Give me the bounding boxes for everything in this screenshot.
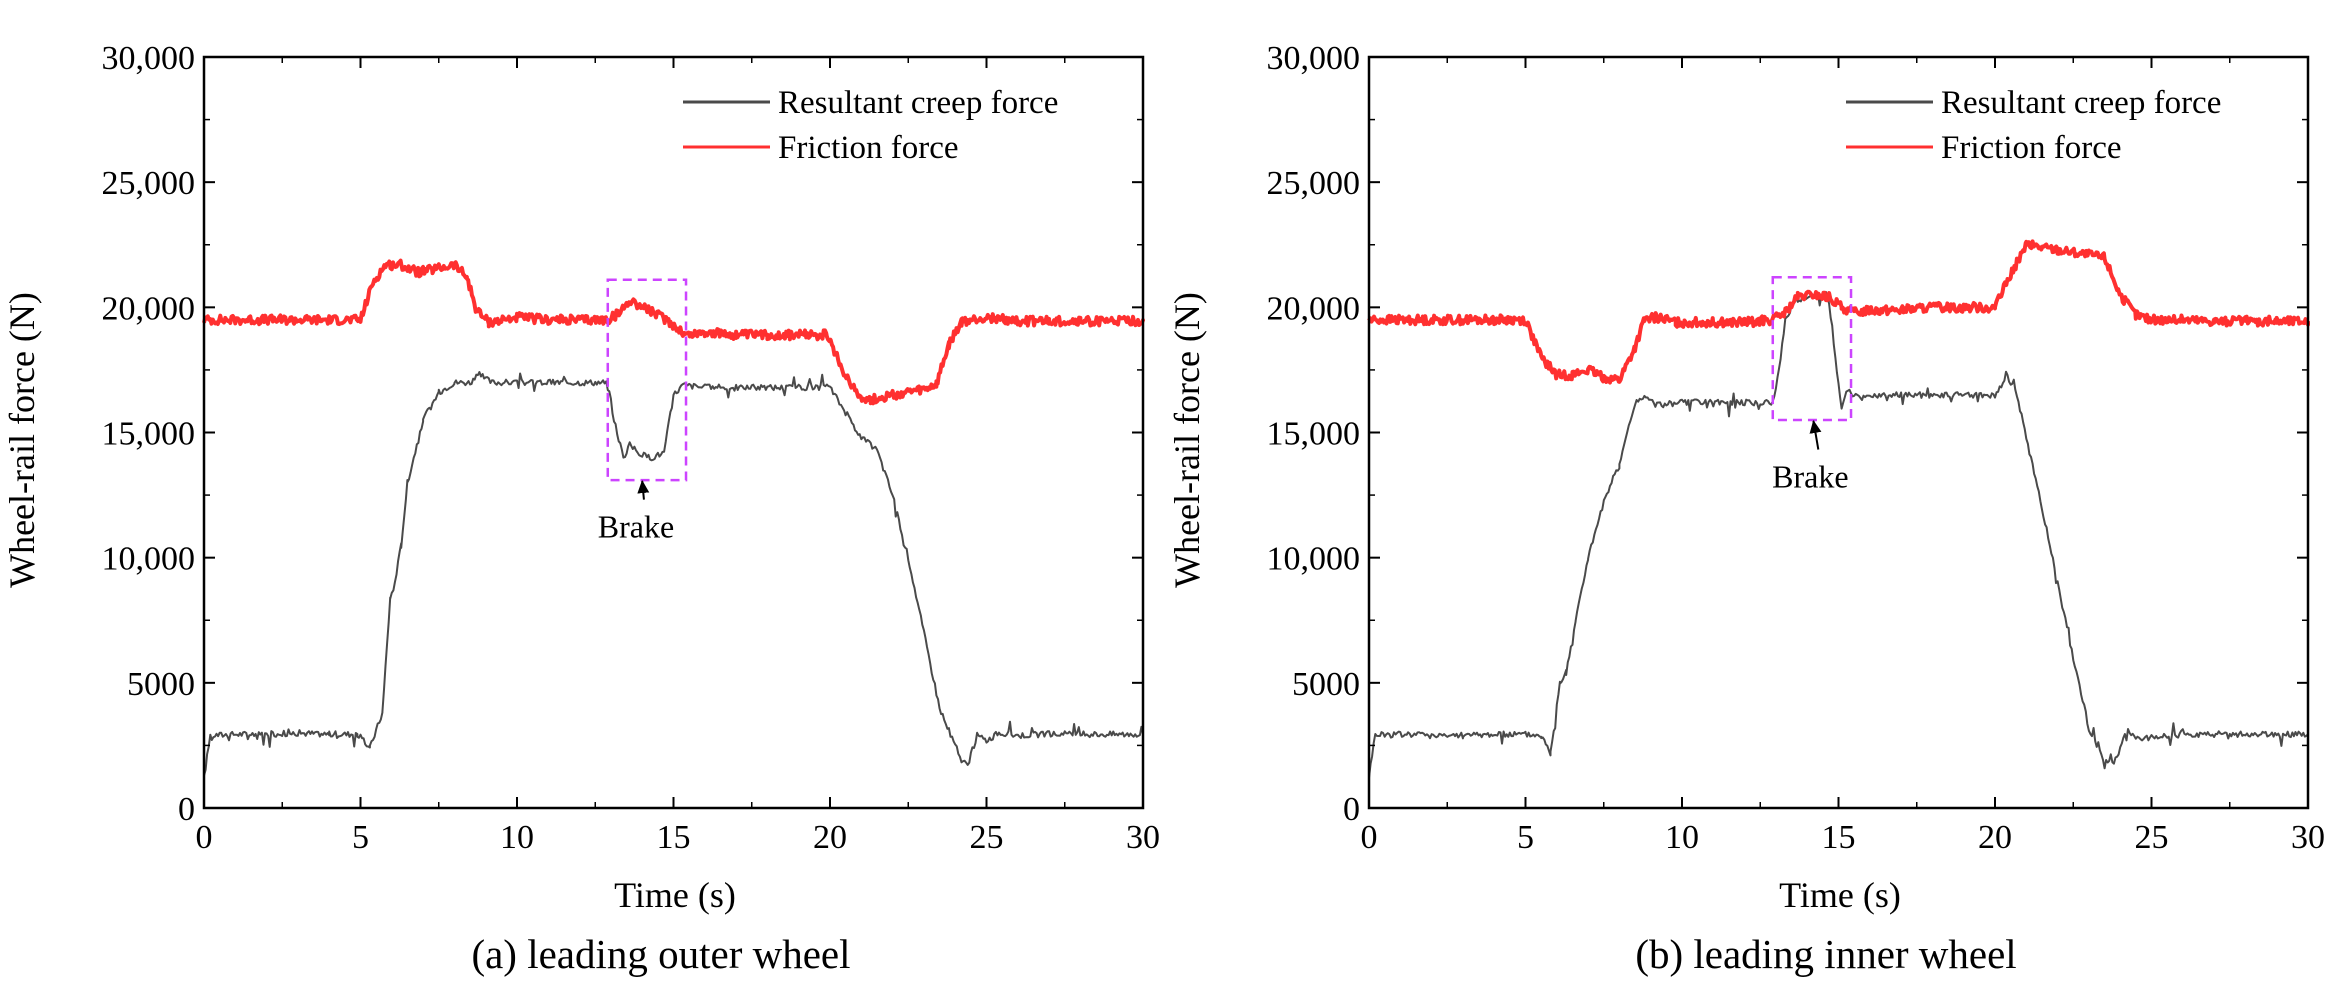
series-group <box>202 258 1145 776</box>
chart-panel-a: Wheel-rail force (N) Time (s) (a) leadin… <box>2 40 1160 977</box>
y-tick-label: 10,000 <box>1267 541 1361 578</box>
legend-label-friction: Friction force <box>1941 130 2122 166</box>
caption: (a) leading outer wheel <box>471 931 850 977</box>
caption: (b) leading inner wheel <box>1635 931 2016 977</box>
friction-force-line <box>202 258 1145 406</box>
series-group <box>1367 239 2310 778</box>
y-tick-label: 15,000 <box>1267 416 1361 453</box>
x-tick-label: 20 <box>1978 819 2012 856</box>
y-tick-label: 15,000 <box>102 416 196 453</box>
y-tick-label: 0 <box>1343 791 1360 828</box>
y-tick-label: 5000 <box>1292 666 1360 703</box>
legend-label-creep: Resultant creep force <box>778 85 1058 121</box>
y-tick-label: 25,000 <box>1267 165 1361 202</box>
plot-frame <box>1367 55 2310 810</box>
y-tick-label: 0 <box>178 791 195 828</box>
x-tick-label: 10 <box>1665 819 1699 856</box>
brake-arrow <box>637 480 650 500</box>
chart-panel-b: Wheel-rail force (N) Time (s) (b) leadin… <box>1167 40 2325 977</box>
y-tick-label: 10,000 <box>102 541 196 578</box>
legend-label-creep: Resultant creep force <box>1941 85 2221 121</box>
y-tick-label: 5000 <box>127 666 195 703</box>
x-tick-label: 25 <box>2135 819 2169 856</box>
brake-annotation-label: Brake <box>598 509 674 545</box>
legend-label-friction: Friction force <box>778 130 959 166</box>
creep-force-line <box>1368 291 2309 778</box>
legend: Resultant creep force Friction force <box>1846 85 2221 166</box>
y-tick-label: 20,000 <box>1267 290 1361 327</box>
creep-force-line <box>203 371 1144 776</box>
y-axis-title: Wheel-rail force (N) <box>2 292 42 588</box>
y-tick-label: 30,000 <box>1267 40 1361 77</box>
x-tick-label: 10 <box>500 819 534 856</box>
brake-arrow <box>1809 419 1822 450</box>
x-tick-label: 5 <box>1517 819 1534 856</box>
x-axis-title: Time (s) <box>1779 875 1901 915</box>
x-tick-label: 15 <box>657 819 691 856</box>
y-tick-label: 25,000 <box>102 165 196 202</box>
y-tick-label: 30,000 <box>102 40 196 77</box>
y-axis-title: Wheel-rail force (N) <box>1167 292 1207 588</box>
friction-force-line <box>1367 239 2310 385</box>
brake-highlight-box <box>1771 276 1853 422</box>
legend: Resultant creep force Friction force <box>683 85 1058 166</box>
x-tick-label: 20 <box>813 819 847 856</box>
plot-frame <box>202 55 1145 810</box>
x-tick-label: 25 <box>970 819 1004 856</box>
brake-annotation-label: Brake <box>1772 459 1848 495</box>
x-tick-label: 5 <box>352 819 369 856</box>
x-tick-label: 30 <box>2291 819 2325 856</box>
y-tick-label: 20,000 <box>102 290 196 327</box>
x-tick-label: 0 <box>196 819 213 856</box>
x-tick-label: 0 <box>1361 819 1378 856</box>
x-tick-label: 30 <box>1126 819 1160 856</box>
x-axis-title: Time (s) <box>614 875 736 915</box>
x-tick-label: 15 <box>1822 819 1856 856</box>
